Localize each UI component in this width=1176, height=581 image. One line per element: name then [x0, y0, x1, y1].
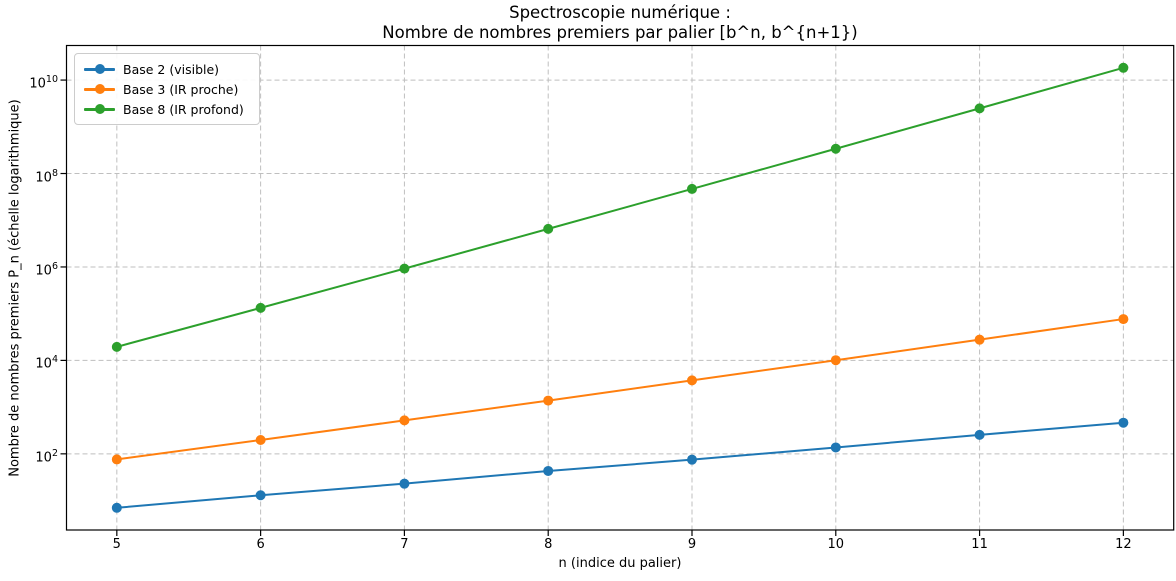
series-line-base2 [116, 421, 1124, 509]
data-point [830, 355, 841, 366]
legend-swatch-marker-icon [94, 64, 105, 74]
data-point [686, 454, 697, 465]
data-point [686, 375, 697, 386]
data-point [1118, 417, 1129, 428]
legend-swatch-marker-icon [94, 104, 105, 114]
data-point [255, 490, 266, 501]
data-point [1118, 62, 1129, 73]
data-point [255, 302, 266, 313]
data-point [686, 183, 697, 194]
legend-item: Base 8 (IR profond) [84, 99, 259, 119]
y-axis-label: Nombre de nombres premiers P_n (échelle … [7, 99, 23, 477]
legend-label: Base 3 (IR proche) [123, 81, 239, 97]
legend-swatch-line [84, 64, 115, 74]
chart-title: Spectroscopie numérique : Nombre de nomb… [66, 3, 1174, 43]
legend-item: Base 3 (IR proche) [84, 79, 259, 99]
data-point [1118, 314, 1129, 325]
chart-title-line2: Nombre de nombres premiers par palier [b… [382, 23, 858, 42]
axes-spines [65, 44, 1175, 531]
data-point [543, 465, 554, 476]
y-tick-label: 104 [35, 354, 58, 372]
data-point [830, 442, 841, 453]
series-line-base8 [116, 66, 1124, 348]
legend: Base 2 (visible) Base 3 (IR proche) Base… [74, 53, 260, 125]
x-axis-label: n (indice du palier) [558, 556, 682, 571]
data-point [974, 103, 985, 114]
x-tick-label: 6 [256, 537, 265, 552]
x-tick-label: 5 [112, 537, 121, 552]
x-tick-label: 9 [687, 537, 697, 552]
x-tick-label: 10 [827, 537, 845, 552]
data-point [399, 478, 410, 489]
x-tick-label: 8 [544, 537, 553, 552]
series-line-base3 [116, 318, 1124, 461]
data-point [255, 434, 266, 445]
chart-title-line1: Spectroscopie numérique : [509, 3, 731, 22]
data-point [543, 223, 554, 234]
legend-label: Base 2 (visible) [123, 61, 220, 77]
x-tick-label: 12 [1115, 537, 1132, 552]
legend-item: Base 2 (visible) [84, 59, 259, 79]
data-point [111, 502, 122, 513]
data-point [111, 454, 122, 465]
data-point [543, 395, 554, 406]
data-point [399, 415, 410, 426]
data-point [974, 429, 985, 440]
y-tick-label: 108 [35, 167, 58, 185]
legend-label: Base 8 (IR profond) [123, 101, 244, 117]
legend-swatch-line [84, 104, 115, 114]
data-point [974, 334, 985, 345]
legend-swatch-marker-icon [94, 84, 105, 94]
x-tick-label: 7 [400, 537, 409, 552]
data-point [830, 143, 841, 154]
y-tick-label: 106 [35, 260, 58, 279]
x-tick-label: 11 [971, 537, 988, 552]
y-tick-label: 102 [35, 447, 58, 466]
y-tick-label: 1010 [29, 74, 58, 92]
legend-swatch-line [84, 84, 115, 94]
data-point [399, 263, 410, 274]
data-point [111, 341, 122, 352]
